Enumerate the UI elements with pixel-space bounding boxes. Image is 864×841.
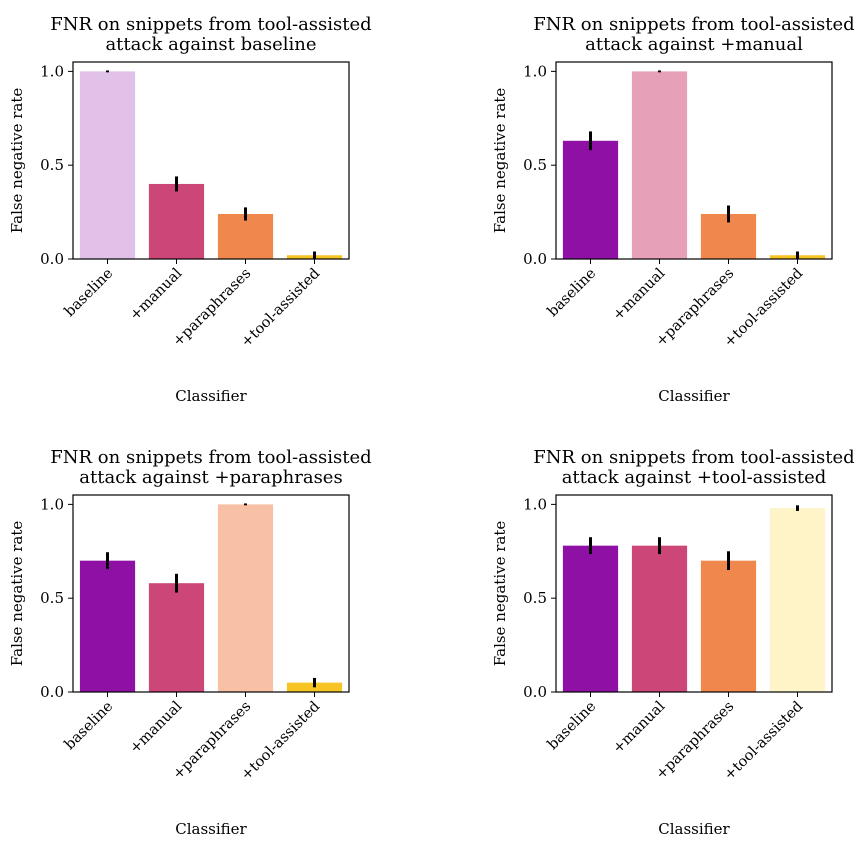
x-tick-label: baseline (545, 266, 600, 321)
y-tick-label: 0.5 (40, 589, 64, 607)
x-axis-label: Classifier (175, 820, 247, 838)
chart-title-line: FNR on snippets from tool-assisted (50, 447, 371, 468)
chart-panel-4: FNR on snippets from tool-assistedattack… (491, 447, 855, 838)
y-axis-label: False negative rate (8, 521, 26, 667)
x-tick-label: baseline (545, 699, 600, 754)
y-tick-label: 0.0 (523, 683, 547, 701)
x-axis-label: Classifier (175, 387, 247, 405)
bar (79, 560, 136, 692)
y-tick-label: 0.5 (523, 589, 547, 607)
bar (562, 140, 619, 259)
bar (700, 560, 757, 692)
axes-frame (555, 494, 833, 693)
y-axis-label: False negative rate (491, 521, 509, 667)
axes-frame (72, 494, 350, 693)
y-tick-label: 0.0 (40, 683, 64, 701)
chart-panel-3: FNR on snippets from tool-assistedattack… (8, 447, 372, 838)
y-tick-label: 1.0 (40, 495, 64, 513)
chart-title-line: attack against baseline (105, 34, 316, 55)
bar (217, 213, 274, 259)
x-tick-label: +manual (610, 698, 669, 757)
y-tick-label: 1.0 (523, 495, 547, 513)
axes-frame (555, 61, 833, 260)
chart-title-line: FNR on snippets from tool-assisted (533, 14, 854, 35)
bar (562, 545, 619, 692)
chart-title-line: FNR on snippets from tool-assisted (533, 447, 854, 468)
chart-panel-1: FNR on snippets from tool-assistedattack… (8, 14, 372, 405)
bar (217, 504, 274, 692)
chart-title-line: FNR on snippets from tool-assisted (50, 14, 371, 35)
y-axis-label: False negative rate (8, 88, 26, 234)
axes-frame (72, 61, 350, 260)
y-axis-label: False negative rate (491, 88, 509, 234)
x-tick-label: +manual (127, 698, 186, 757)
x-tick-label: +manual (127, 265, 186, 324)
x-tick-label: +manual (610, 265, 669, 324)
bar (148, 583, 205, 692)
chart-panel-2: FNR on snippets from tool-assistedattack… (491, 14, 855, 405)
y-tick-label: 0.5 (523, 156, 547, 174)
y-tick-label: 0.0 (40, 250, 64, 268)
x-tick-label: baseline (62, 699, 117, 754)
y-tick-label: 0.5 (40, 156, 64, 174)
x-tick-label: baseline (62, 266, 117, 321)
y-tick-label: 1.0 (523, 62, 547, 80)
x-axis-label: Classifier (658, 387, 730, 405)
bar (631, 545, 688, 692)
x-axis-label: Classifier (658, 820, 730, 838)
chart-title-line: attack against +tool-assisted (562, 467, 827, 488)
y-tick-label: 0.0 (523, 250, 547, 268)
bar (148, 183, 205, 259)
bar (769, 508, 826, 692)
bar (631, 71, 688, 259)
bar (79, 71, 136, 259)
y-tick-label: 1.0 (40, 62, 64, 80)
chart-title-line: attack against +manual (585, 34, 803, 55)
chart-title-line: attack against +paraphrases (79, 467, 342, 488)
